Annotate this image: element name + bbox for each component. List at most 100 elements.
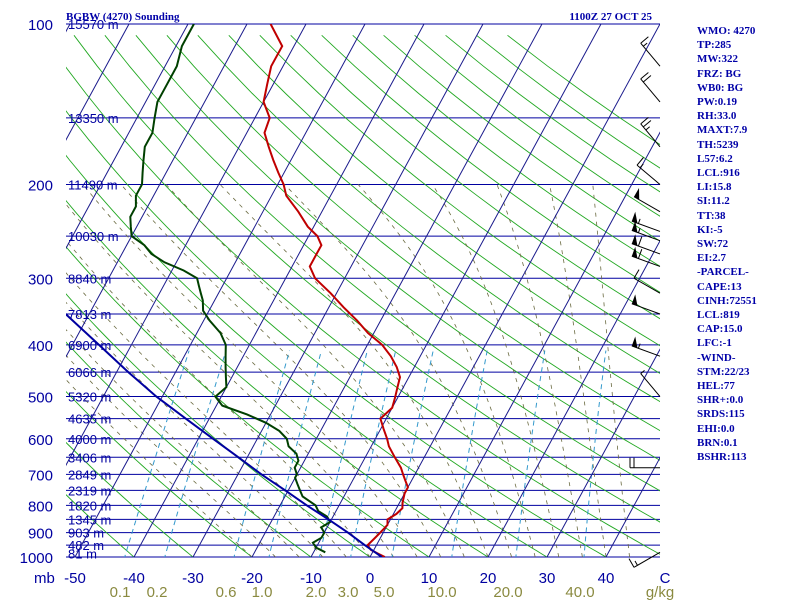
dry-adiabat (66, 293, 371, 557)
moist-adiabat (357, 184, 536, 557)
moist-adiabat (165, 184, 465, 557)
height-label: 6066 m (68, 365, 111, 380)
height-label: 11490 m (68, 177, 118, 192)
mixing-ratio-line (583, 350, 607, 557)
pressure-axis-unit: mb (34, 570, 55, 587)
isotherm (192, 24, 484, 557)
moist-adiabats (66, 184, 630, 557)
moist-adiabat (592, 184, 630, 557)
isotherm (428, 131, 660, 557)
index-item: LCL:819 (697, 309, 740, 322)
index-item: CINH:72551 (697, 294, 757, 307)
mixing-ratio-line (515, 350, 546, 557)
index-item: TP:285 (697, 39, 732, 52)
temperature-tick-label: 40 (598, 570, 615, 587)
pressure-tick-label: 300 (28, 271, 53, 288)
mixing-ratio-label: 10.0 (427, 584, 456, 600)
height-label: 4000 m (68, 432, 111, 447)
mixing-ratio-label: 20.0 (493, 584, 522, 600)
observation-time: 1100Z 27 OCT 25 (569, 11, 652, 23)
index-item: LCL:916 (697, 167, 740, 180)
index-item: L57:6.2 (697, 152, 733, 165)
indices-panel: WMO: 4270 TP:285 MW:322 FRZ: BG WB0: BG PW:0.… (697, 24, 797, 464)
index-item: KI:-5 (697, 223, 723, 236)
height-label: 13350 m (68, 111, 119, 126)
moist-adiabat (432, 184, 560, 557)
wind-barb (631, 234, 661, 255)
mixing-ratio-label: 0.2 (147, 584, 168, 600)
dry-adiabat (66, 494, 135, 557)
wind-barb (633, 188, 661, 213)
isotherm (605, 456, 660, 557)
mixing-ratio-line (268, 350, 322, 557)
height-label: 15570 m (68, 17, 119, 32)
index-item: RH:33.0 (697, 110, 737, 123)
temperature-tick-label: -40 (123, 570, 145, 587)
height-label: 5320 m (68, 390, 111, 405)
wind-barb (633, 269, 661, 294)
moist-adiabat (66, 203, 394, 557)
dry-adiabat (228, 34, 660, 374)
temperature-tick-label: 30 (539, 570, 556, 587)
index-item: SW:72 (697, 238, 729, 251)
mixing-ratio-label: 40.0 (565, 584, 594, 600)
dry-adiabat (259, 34, 660, 347)
index-item: PW:0.19 (697, 96, 738, 109)
dry-adiabat (66, 341, 312, 557)
dry-adiabat (352, 34, 660, 267)
isotherm (66, 24, 248, 358)
dry-adiabat (66, 390, 253, 557)
index-item: BSHR:113 (697, 451, 747, 464)
wind-barb (628, 551, 661, 568)
dry-adiabat (166, 35, 660, 432)
moist-adiabat (66, 301, 324, 557)
moist-adiabat (66, 354, 276, 557)
moist-adiabat (496, 184, 583, 557)
isotherm (66, 24, 130, 141)
temperature-tick-label: -10 (300, 570, 322, 587)
mixing-ratio-label: 0.1 (110, 584, 131, 600)
index-item: TT:38 (697, 209, 726, 222)
moist-adiabat (120, 184, 442, 557)
pressure-tick-label: 400 (28, 338, 53, 355)
mixing-ratio-label: g/kg (646, 584, 674, 600)
dry-adiabat (321, 34, 660, 293)
wind-barb (636, 157, 661, 185)
mixing-ratio-line (451, 350, 488, 557)
index-item: CAPE:13 (697, 280, 742, 293)
mixing-ratio-label: 5.0 (374, 584, 395, 600)
station-title: BGBW (4270) Sounding (66, 11, 180, 23)
pressure-tick-label: 800 (28, 498, 53, 515)
isotherm (66, 24, 71, 33)
isotherm (74, 24, 366, 557)
pressure-tick-label: 900 (28, 526, 53, 543)
isotherm (66, 24, 307, 467)
dry-adiabat (73, 35, 660, 523)
isotherm (487, 239, 660, 557)
isotherm (369, 24, 660, 557)
index-item: HEL:77 (697, 380, 735, 393)
index-item: MAXT:7.9 (697, 124, 748, 137)
moist-adiabat (219, 184, 489, 557)
height-label: 10030 m (68, 229, 119, 244)
wind-barb (640, 36, 661, 67)
wind-barb (640, 369, 661, 397)
index-item: EI:2.7 (697, 252, 727, 265)
dry-adiabat (66, 200, 489, 557)
dry-adiabat (197, 34, 660, 403)
temperature-tick-label: -30 (182, 570, 204, 587)
index-item: CAP:15.0 (697, 323, 743, 336)
isotherm (251, 24, 543, 557)
isotherm (0, 12, 17, 568)
mixing-ratio-label: 1.0 (252, 584, 273, 600)
moist-adiabat (82, 184, 418, 557)
temperature-profile (262, 24, 409, 557)
moist-adiabat (66, 379, 253, 557)
mixing-ratio-label: 0.6 (216, 584, 237, 600)
pressure-tick-label: 500 (28, 390, 53, 407)
isotherm (133, 24, 425, 557)
isotherm (66, 24, 189, 250)
dry-adiabats (66, 34, 660, 557)
height-label: 8840 m (68, 271, 111, 286)
dry-adiabat (135, 35, 660, 461)
